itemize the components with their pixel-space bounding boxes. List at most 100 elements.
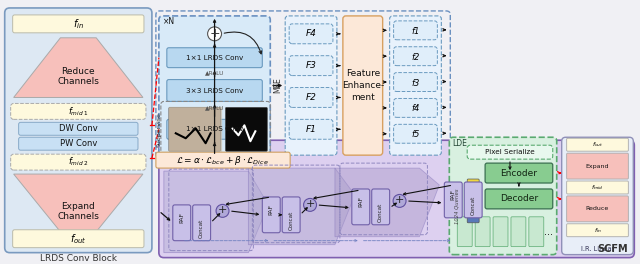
FancyBboxPatch shape	[173, 205, 191, 241]
Text: PAF: PAF	[269, 204, 274, 215]
FancyBboxPatch shape	[493, 217, 508, 247]
Text: $f$3: $f$3	[411, 77, 420, 88]
Text: $f$2: $f$2	[411, 51, 420, 62]
FancyBboxPatch shape	[394, 98, 437, 117]
FancyBboxPatch shape	[343, 16, 383, 155]
FancyBboxPatch shape	[13, 230, 144, 248]
FancyBboxPatch shape	[167, 48, 262, 68]
Text: +: +	[305, 199, 315, 209]
Text: Encoder: Encoder	[500, 169, 538, 178]
Polygon shape	[13, 174, 143, 232]
FancyBboxPatch shape	[225, 107, 268, 151]
Text: Pixel Serialize: Pixel Serialize	[485, 149, 535, 155]
Text: $f_{out}$: $f_{out}$	[592, 140, 604, 149]
Polygon shape	[248, 168, 355, 245]
Text: +: +	[218, 205, 227, 215]
FancyBboxPatch shape	[167, 119, 262, 139]
Text: LRDS Conv Block: LRDS Conv Block	[40, 254, 117, 263]
Text: Concat: Concat	[470, 196, 476, 215]
Text: PAF: PAF	[358, 196, 364, 207]
Text: PAF: PAF	[179, 212, 184, 223]
FancyBboxPatch shape	[394, 21, 437, 40]
Text: I.R. Linear: I.R. Linear	[581, 246, 614, 252]
FancyBboxPatch shape	[289, 119, 333, 139]
Text: MFE: MFE	[274, 78, 283, 93]
FancyBboxPatch shape	[566, 196, 628, 222]
FancyBboxPatch shape	[394, 47, 437, 66]
FancyBboxPatch shape	[467, 179, 479, 191]
Text: $f$5: $f$5	[411, 128, 420, 139]
FancyBboxPatch shape	[289, 24, 333, 44]
Text: Concat: Concat	[199, 219, 204, 238]
Text: F3: F3	[306, 61, 317, 70]
Polygon shape	[335, 168, 439, 237]
FancyBboxPatch shape	[566, 224, 628, 237]
Text: LDE: LDE	[452, 139, 467, 148]
FancyBboxPatch shape	[485, 189, 553, 209]
Circle shape	[393, 195, 406, 208]
FancyBboxPatch shape	[467, 211, 479, 223]
FancyBboxPatch shape	[156, 152, 290, 168]
Text: $f_{mid}$: $f_{mid}$	[591, 183, 604, 192]
FancyBboxPatch shape	[167, 79, 262, 101]
FancyBboxPatch shape	[390, 16, 442, 155]
Text: 1024 Queries: 1024 Queries	[455, 188, 460, 224]
Text: ▲ReLU: ▲ReLU	[205, 70, 224, 75]
Text: ▲ReLU: ▲ReLU	[205, 105, 224, 110]
FancyBboxPatch shape	[11, 154, 146, 170]
FancyBboxPatch shape	[11, 103, 146, 119]
Text: Reduce: Reduce	[586, 206, 609, 211]
FancyBboxPatch shape	[444, 182, 462, 218]
Text: $f_{in}$: $f_{in}$	[593, 226, 602, 235]
FancyBboxPatch shape	[289, 88, 333, 107]
Text: $f$4: $f$4	[411, 102, 420, 114]
Text: $f_{out}$: $f_{out}$	[70, 232, 86, 246]
FancyBboxPatch shape	[372, 189, 390, 225]
Text: $\mathcal{L} = \alpha \cdot \mathcal{L}_{bce} + \beta \cdot \mathcal{L}_{Dice}$: $\mathcal{L} = \alpha \cdot \mathcal{L}_…	[176, 154, 269, 167]
FancyBboxPatch shape	[282, 197, 300, 233]
FancyBboxPatch shape	[467, 195, 479, 207]
FancyBboxPatch shape	[19, 137, 138, 150]
Text: $f_{mid\ 2}$: $f_{mid\ 2}$	[68, 156, 89, 168]
Text: F4: F4	[306, 29, 317, 38]
Text: Expand: Expand	[61, 202, 95, 211]
Text: PW Conv: PW Conv	[60, 139, 97, 148]
FancyBboxPatch shape	[562, 137, 634, 254]
Text: Channels: Channels	[58, 212, 99, 221]
FancyBboxPatch shape	[394, 73, 437, 92]
Text: Expand: Expand	[586, 164, 609, 169]
FancyBboxPatch shape	[529, 217, 544, 247]
FancyBboxPatch shape	[13, 15, 144, 33]
FancyBboxPatch shape	[159, 16, 270, 155]
FancyBboxPatch shape	[285, 16, 337, 155]
Text: 1×1 LRDS Conv: 1×1 LRDS Conv	[186, 55, 243, 61]
Text: +: +	[209, 27, 220, 40]
FancyBboxPatch shape	[4, 8, 152, 253]
Text: Reduce: Reduce	[61, 67, 95, 76]
Text: $f_{in}$: $f_{in}$	[73, 17, 84, 31]
Text: Enhance-: Enhance-	[342, 81, 384, 90]
FancyBboxPatch shape	[193, 205, 211, 241]
FancyBboxPatch shape	[485, 163, 553, 183]
FancyBboxPatch shape	[511, 217, 526, 247]
Text: $f_{mid\ 1}$: $f_{mid\ 1}$	[68, 105, 89, 118]
Text: $f$1: $f$1	[411, 25, 420, 36]
Text: SCFM: SCFM	[597, 244, 628, 254]
FancyBboxPatch shape	[566, 138, 628, 151]
FancyBboxPatch shape	[159, 140, 634, 258]
Text: DW Conv: DW Conv	[59, 124, 98, 133]
FancyBboxPatch shape	[449, 137, 557, 254]
FancyBboxPatch shape	[475, 217, 490, 247]
Text: Concat: Concat	[378, 203, 383, 222]
Circle shape	[216, 204, 229, 217]
Text: +: +	[395, 195, 404, 205]
FancyBboxPatch shape	[457, 217, 472, 247]
Circle shape	[207, 27, 221, 41]
Text: 3×3 LRDS Conv: 3×3 LRDS Conv	[186, 87, 243, 93]
Text: 1×1 LRDS Conv: 1×1 LRDS Conv	[186, 126, 243, 132]
FancyBboxPatch shape	[566, 181, 628, 194]
Text: F1: F1	[306, 125, 317, 134]
Text: Channels: Channels	[58, 77, 99, 86]
FancyBboxPatch shape	[394, 124, 437, 143]
Text: Concat: Concat	[289, 211, 294, 230]
